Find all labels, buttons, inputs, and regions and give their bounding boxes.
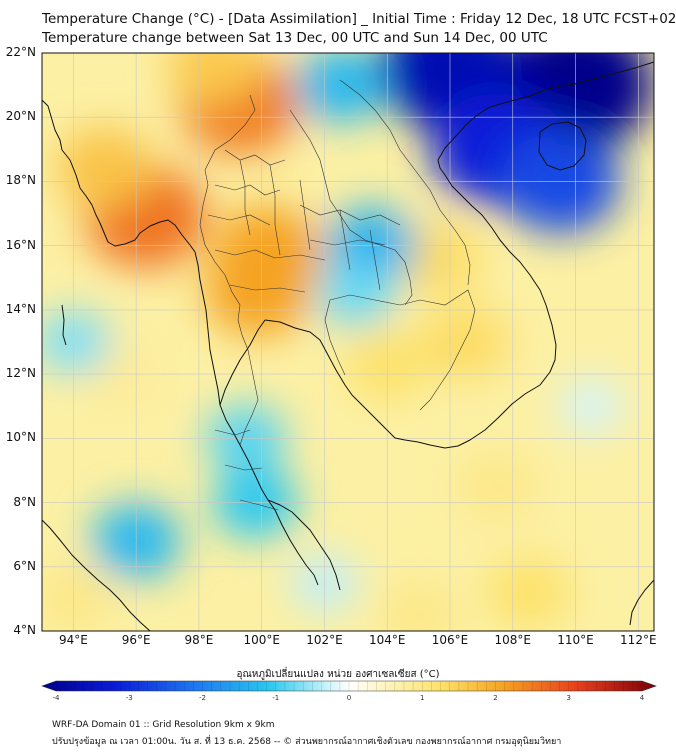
myanmar-india-coast xyxy=(42,99,196,253)
colorbar-tick-label: -3 xyxy=(125,694,133,702)
lat-label: 6°N xyxy=(13,558,36,573)
lon-label: 106°E xyxy=(431,633,469,647)
warm-area-12 xyxy=(379,581,459,631)
laos-thailand-border xyxy=(289,109,413,306)
gulf-of-thailand-west xyxy=(219,319,266,406)
thailand-myanmar-border xyxy=(199,94,259,446)
colorbar xyxy=(41,680,657,692)
andaman-islands xyxy=(61,304,67,346)
warm-area-7 xyxy=(422,305,509,379)
chart-subtitle: Temperature change between Sat 13 Dec, 0… xyxy=(42,30,548,46)
lon-label: 96°E xyxy=(121,633,151,647)
coastlines xyxy=(42,61,654,631)
warm-area-13 xyxy=(42,565,113,631)
lon-label: 112°E xyxy=(620,633,657,647)
lon-label: 102°E xyxy=(306,633,343,647)
southern-thai-provinces xyxy=(214,429,279,511)
lon-label: 110°E xyxy=(557,633,594,647)
map-frame xyxy=(41,52,655,632)
colorbar-tick-label: -2 xyxy=(199,694,206,702)
lat-label: 12°N xyxy=(5,366,36,381)
cambodia-border xyxy=(329,289,476,411)
lat-label: 22°N xyxy=(5,45,36,59)
lat-label: 8°N xyxy=(13,494,36,509)
malay-east-coast xyxy=(267,499,341,591)
south-china-coast xyxy=(487,61,654,109)
footer-domain-info: WRF-DA Domain 01 :: Grid Resolution 9km … xyxy=(52,720,275,730)
colorbar-tick-label: -4 xyxy=(52,694,60,702)
borneo-west xyxy=(629,579,654,626)
hainan-island xyxy=(538,121,587,171)
lon-label: 104°E xyxy=(368,633,406,647)
cool-area-10 xyxy=(42,310,111,374)
sumatra-north xyxy=(42,519,151,631)
colorbar-tick-label: 2 xyxy=(493,694,498,702)
warm-area-10 xyxy=(457,452,537,521)
lon-label: 100°E xyxy=(243,633,280,647)
warm-area-3 xyxy=(213,206,322,298)
cool-area-6 xyxy=(317,261,395,327)
colorbar-tick-label: 3 xyxy=(566,694,571,702)
footer-update-info: ปรับปรุงข้อมูล ณ เวลา 01:00น. วัน ส. ที่… xyxy=(52,737,562,747)
lat-label: 16°N xyxy=(5,237,36,252)
country-borders xyxy=(199,79,476,511)
lat-label: 20°N xyxy=(5,109,36,124)
temperature-change-map xyxy=(41,52,657,692)
warm-area-11 xyxy=(486,556,571,629)
thailand-cambodia-border xyxy=(324,299,346,376)
colorbar-tick-label: 4 xyxy=(639,694,645,702)
gulf-of-thailand-north xyxy=(264,319,459,449)
lat-label: 4°N xyxy=(13,623,36,637)
lat-label: 10°N xyxy=(5,430,36,445)
myanmar-south-coast xyxy=(194,251,319,586)
colorbar-scale xyxy=(41,680,657,692)
colorbar-tick-label: -1 xyxy=(272,694,280,702)
laos-vietnam-border xyxy=(339,79,471,286)
lat-label: 18°N xyxy=(5,173,36,188)
cool-area-4 xyxy=(295,53,385,123)
lat-label: 14°N xyxy=(5,301,36,316)
lon-label: 108°E xyxy=(494,633,532,647)
warm-area-5 xyxy=(167,53,262,106)
colorbar-title: อุณหภูมิเปลี่ยนแปลง หน่วย องศาเซลเซียส (… xyxy=(236,669,440,680)
cool-area-12 xyxy=(558,378,624,434)
warm-area-4 xyxy=(56,127,153,210)
lon-label: 98°E xyxy=(184,633,214,647)
lon-label: 94°E xyxy=(58,633,88,647)
chart-title: Temperature Change (°C) - [Data Assimila… xyxy=(42,11,676,27)
thai-provinces xyxy=(207,149,401,293)
vietnam-coast xyxy=(437,107,557,447)
colorbar-tick-label: 1 xyxy=(420,694,425,702)
colorbar-tick-label: 0 xyxy=(346,694,352,702)
